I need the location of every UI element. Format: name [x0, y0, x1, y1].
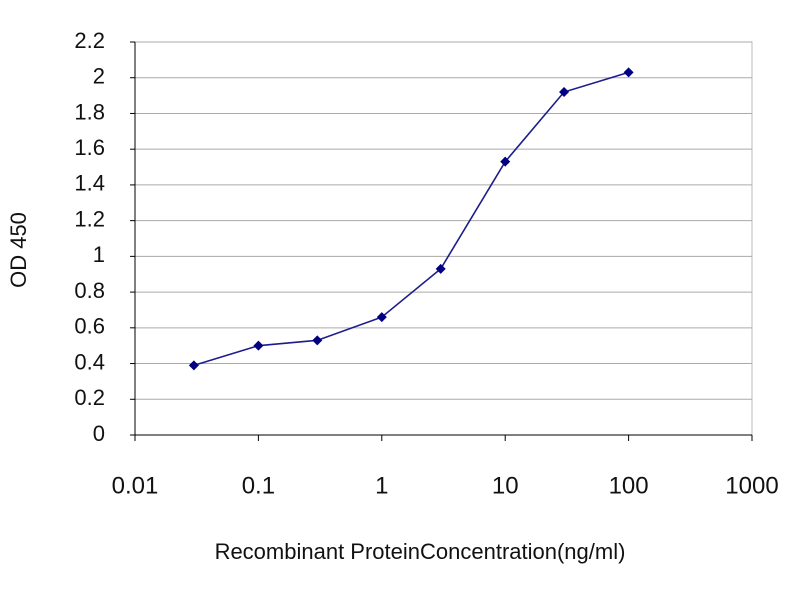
x-tick-label: 0.01	[112, 472, 159, 499]
marker	[500, 156, 511, 167]
x-tick-label: 1000	[725, 472, 778, 499]
marker	[559, 87, 570, 98]
x-tick-label: 100	[609, 472, 649, 499]
y-tick-label: 0.8	[74, 278, 105, 303]
y-tick-label: 0.4	[74, 349, 105, 374]
line	[193, 71, 629, 367]
marker	[623, 67, 634, 78]
marker	[312, 335, 323, 346]
y-tick-label: 1.8	[74, 99, 105, 124]
marker	[188, 360, 199, 371]
y-tick-label: 2.2	[74, 28, 105, 53]
y-tick-label: 1.4	[74, 171, 105, 196]
x-tick-label: 1	[375, 472, 388, 499]
x-axis-label: Recombinant ProteinConcentration(ng/ml)	[215, 539, 626, 564]
y-tick-label: 1.2	[74, 206, 105, 231]
y-tick-label: 2	[93, 64, 105, 89]
y-tick-label: 0	[93, 421, 105, 446]
plot-area	[134, 41, 753, 436]
marker	[253, 340, 264, 351]
x-tick-label: 10	[492, 472, 519, 499]
y-tick-label: 0.6	[74, 314, 105, 339]
marker	[435, 263, 446, 274]
y-tick-label: 1	[93, 242, 105, 267]
y-tick-label: 0.2	[74, 385, 105, 410]
y-tick-label: 1.6	[74, 135, 105, 160]
x-tick-label: 0.1	[242, 472, 275, 499]
marker	[376, 312, 387, 323]
y-axis-label: OD 450	[6, 212, 31, 288]
